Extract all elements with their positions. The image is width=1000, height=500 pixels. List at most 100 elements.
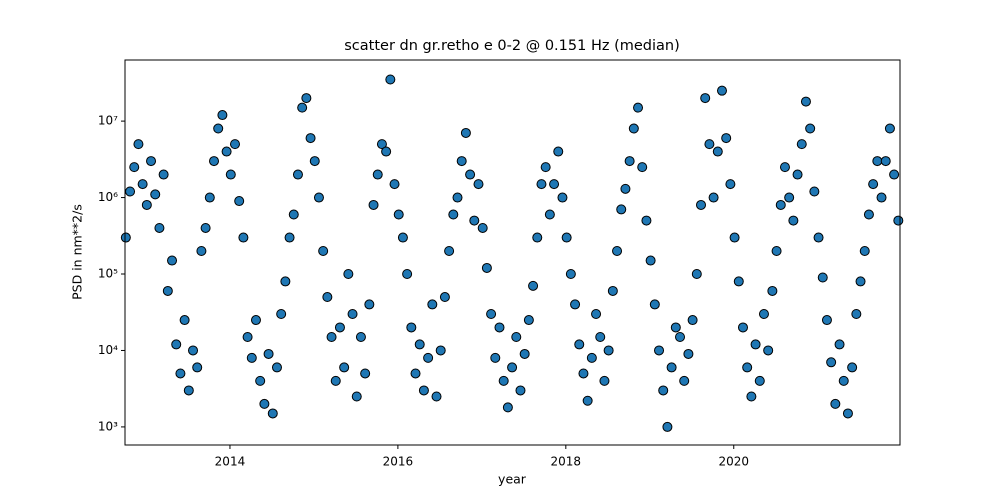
y-tick-label: 10⁵: [98, 267, 118, 281]
point: [238, 232, 249, 243]
point: [725, 179, 736, 190]
point: [246, 352, 257, 363]
point: [217, 110, 228, 121]
point: [439, 292, 450, 303]
point: [834, 339, 845, 350]
point: [570, 299, 581, 310]
point: [813, 232, 824, 243]
point: [595, 332, 606, 343]
point: [402, 269, 413, 280]
point: [616, 204, 627, 215]
point: [561, 232, 572, 243]
point: [750, 339, 761, 350]
point: [696, 199, 707, 210]
x-tick-label: 2018: [551, 455, 582, 469]
point: [460, 127, 471, 138]
point: [200, 222, 211, 233]
point: [641, 215, 652, 226]
point: [393, 209, 404, 220]
point: [452, 192, 463, 203]
point: [137, 179, 148, 190]
point: [213, 123, 224, 134]
point: [167, 255, 178, 266]
point: [532, 232, 543, 243]
point: [154, 222, 165, 233]
point: [305, 133, 316, 144]
point: [267, 408, 278, 419]
y-tick-label: 10⁶: [98, 190, 118, 204]
point: [280, 276, 291, 287]
point: [817, 272, 828, 283]
point: [406, 322, 417, 333]
point: [343, 269, 354, 280]
points: [120, 74, 904, 432]
point: [326, 332, 337, 343]
point: [309, 156, 320, 167]
point: [334, 322, 345, 333]
point: [746, 391, 757, 402]
point: [687, 315, 698, 326]
point: [637, 162, 648, 173]
point: [582, 395, 593, 406]
point: [318, 245, 329, 256]
point: [292, 169, 303, 180]
point: [435, 345, 446, 356]
point: [805, 123, 816, 134]
point: [129, 162, 140, 173]
point: [414, 339, 425, 350]
point: [171, 339, 182, 350]
point: [368, 199, 379, 210]
point: [221, 146, 232, 157]
point: [192, 362, 203, 373]
point: [733, 276, 744, 287]
point: [313, 192, 324, 203]
point: [196, 245, 207, 256]
point: [372, 169, 383, 180]
point: [612, 245, 623, 256]
point: [301, 93, 312, 104]
point: [800, 96, 811, 107]
point: [763, 345, 774, 356]
point: [704, 139, 715, 150]
point: [788, 215, 799, 226]
point: [675, 332, 686, 343]
point: [133, 139, 144, 150]
point: [494, 322, 505, 333]
point: [125, 186, 136, 197]
point: [826, 357, 837, 368]
point: [842, 408, 853, 419]
point: [889, 169, 900, 180]
point: [649, 299, 660, 310]
point: [465, 169, 476, 180]
point: [381, 146, 392, 157]
point: [658, 385, 669, 396]
point: [893, 215, 904, 226]
point: [276, 308, 287, 319]
point: [234, 196, 245, 207]
point: [880, 156, 891, 167]
point: [884, 123, 895, 134]
point: [792, 169, 803, 180]
chart-title: scatter dn gr.retho e 0-2 @ 0.151 Hz (me…: [344, 38, 679, 54]
point: [360, 368, 371, 379]
point: [599, 375, 610, 386]
point: [528, 280, 539, 291]
point: [146, 156, 157, 167]
point: [385, 74, 396, 85]
point: [645, 255, 656, 266]
point: [271, 362, 282, 373]
point: [444, 245, 455, 256]
point: [225, 169, 236, 180]
point: [851, 308, 862, 319]
point: [389, 179, 400, 190]
y-tick-label: 10⁴: [98, 343, 118, 357]
point: [549, 179, 560, 190]
point: [351, 391, 362, 402]
point: [175, 368, 186, 379]
point: [683, 348, 694, 359]
point: [141, 199, 152, 210]
point: [767, 285, 778, 296]
point: [721, 133, 732, 144]
point: [297, 102, 308, 113]
point: [758, 308, 769, 319]
